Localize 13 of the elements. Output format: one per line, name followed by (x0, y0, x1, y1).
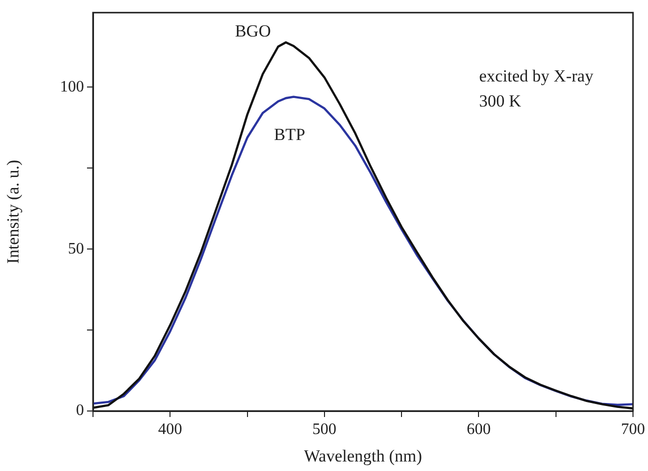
y-tick-label: 0 (76, 402, 84, 420)
x-tick-label: 700 (621, 420, 645, 438)
series-label: BTP (274, 124, 306, 144)
x-tick-label: 600 (466, 420, 491, 438)
x-axis-title: Wavelength (nm) (304, 446, 422, 466)
annotation: 300 K (479, 92, 522, 111)
series-label: BGO (234, 21, 271, 40)
y-tick-label: 100 (60, 78, 84, 96)
annotation: excited by X-ray (479, 66, 594, 86)
y-tick-label: 50 (68, 240, 84, 258)
x-tick-label: 500 (312, 420, 336, 438)
y-axis-title: Intensity (a. u.) (4, 160, 23, 264)
x-tick-label: 400 (158, 420, 182, 438)
